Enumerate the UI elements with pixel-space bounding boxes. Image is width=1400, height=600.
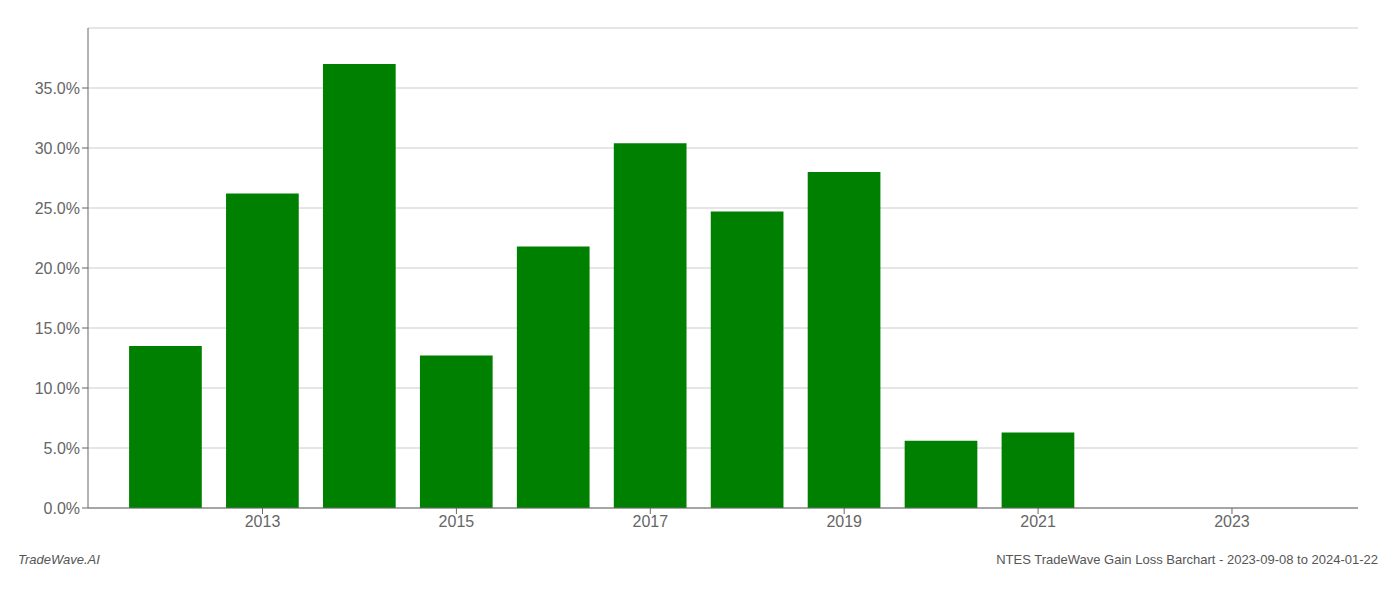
- svg-text:2023: 2023: [1214, 513, 1250, 530]
- svg-text:2013: 2013: [245, 513, 281, 530]
- svg-text:5.0%: 5.0%: [44, 440, 80, 457]
- svg-text:2015: 2015: [439, 513, 475, 530]
- html-text:NTES TradeWave Gain Loss Barch: NTES TradeWave Gain Loss Barchart - 2023…: [996, 552, 1378, 567]
- svg-text:0.0%: 0.0%: [44, 500, 80, 517]
- svg-text:20.0%: 20.0%: [35, 260, 80, 277]
- svg-text:30.0%: 30.0%: [35, 140, 80, 157]
- svg-text:25.0%: 25.0%: [35, 200, 80, 217]
- svg-text:35.0%: 35.0%: [35, 80, 80, 97]
- svg-text:2019: 2019: [826, 513, 862, 530]
- svg-text:2017: 2017: [632, 513, 668, 530]
- svg-text:10.0%: 10.0%: [35, 380, 80, 397]
- svg-text:2021: 2021: [1020, 513, 1056, 530]
- html-text:TradeWave.AI: TradeWave.AI: [18, 552, 100, 567]
- svg-text:15.0%: 15.0%: [35, 320, 80, 337]
